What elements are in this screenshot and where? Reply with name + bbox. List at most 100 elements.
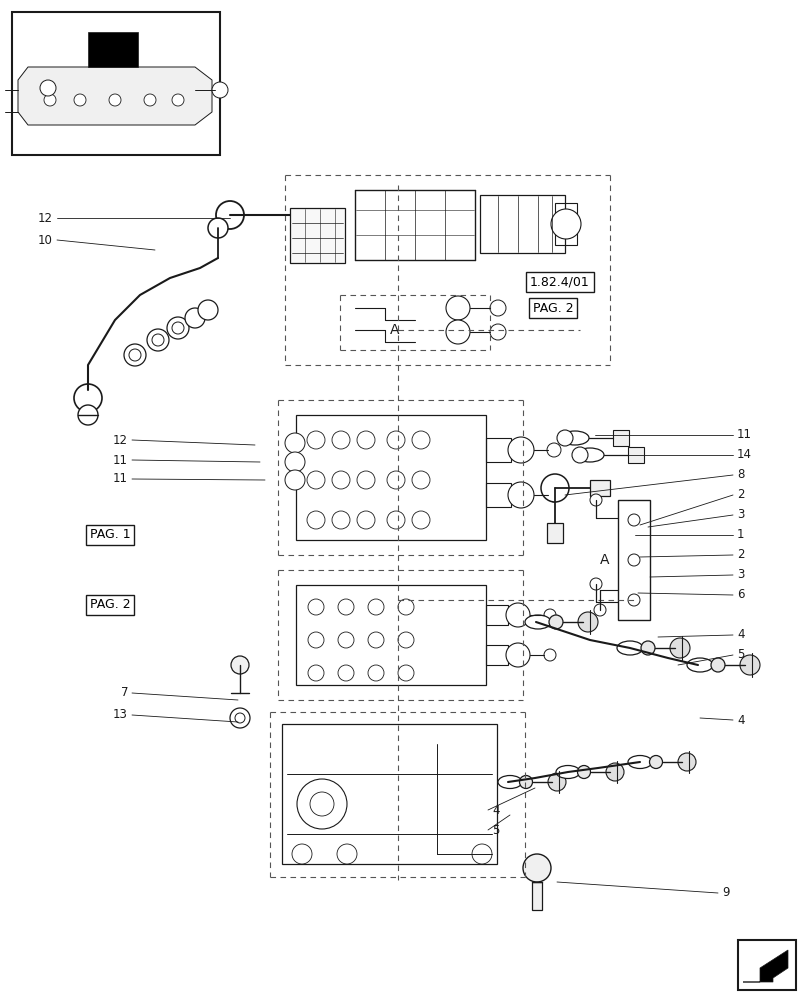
Circle shape <box>398 599 414 615</box>
Circle shape <box>387 431 405 449</box>
Circle shape <box>368 599 384 615</box>
Bar <box>282 724 497 864</box>
Circle shape <box>398 632 414 648</box>
Circle shape <box>544 649 556 661</box>
Circle shape <box>594 604 606 616</box>
Circle shape <box>332 471 350 489</box>
Circle shape <box>308 632 324 648</box>
Text: 4: 4 <box>737 629 744 642</box>
Text: PAG. 2: PAG. 2 <box>90 598 130 611</box>
Circle shape <box>572 447 588 463</box>
Circle shape <box>235 713 245 723</box>
Circle shape <box>74 94 86 106</box>
Circle shape <box>357 471 375 489</box>
Text: PAG. 1: PAG. 1 <box>90 528 130 542</box>
Circle shape <box>387 471 405 489</box>
Circle shape <box>490 324 506 340</box>
Circle shape <box>557 430 573 446</box>
Circle shape <box>490 300 506 316</box>
Text: 5: 5 <box>492 824 499 836</box>
Polygon shape <box>18 67 212 125</box>
Circle shape <box>357 431 375 449</box>
Circle shape <box>216 201 244 229</box>
Bar <box>547 523 563 543</box>
Text: 13: 13 <box>113 708 128 722</box>
Text: 12: 12 <box>113 434 128 446</box>
Circle shape <box>412 431 430 449</box>
Bar <box>12 12 220 155</box>
Text: 2: 2 <box>737 488 744 502</box>
Circle shape <box>167 317 189 339</box>
Ellipse shape <box>711 658 725 672</box>
Text: 3: 3 <box>737 568 744 582</box>
Text: A: A <box>600 553 609 567</box>
Circle shape <box>541 474 569 502</box>
Text: 4: 4 <box>737 714 744 726</box>
Circle shape <box>212 82 228 98</box>
Text: A: A <box>390 323 399 337</box>
Circle shape <box>147 329 169 351</box>
Circle shape <box>208 218 228 238</box>
Ellipse shape <box>549 615 563 629</box>
Ellipse shape <box>578 766 591 778</box>
Bar <box>590 480 610 496</box>
Circle shape <box>198 300 218 320</box>
Ellipse shape <box>617 641 643 655</box>
Bar <box>486 483 511 507</box>
Bar <box>486 645 508 665</box>
Circle shape <box>332 511 350 529</box>
Polygon shape <box>290 208 345 263</box>
Circle shape <box>307 431 325 449</box>
Bar <box>296 415 486 540</box>
Circle shape <box>551 209 581 239</box>
Circle shape <box>172 94 184 106</box>
Polygon shape <box>628 447 644 463</box>
Circle shape <box>628 514 640 526</box>
Text: 12: 12 <box>38 212 53 225</box>
Text: 6: 6 <box>737 588 744 601</box>
Circle shape <box>338 632 354 648</box>
Text: 11: 11 <box>113 473 128 486</box>
Ellipse shape <box>561 431 589 445</box>
Text: 10: 10 <box>38 233 53 246</box>
Circle shape <box>230 708 250 728</box>
Circle shape <box>308 599 324 615</box>
Circle shape <box>285 470 305 490</box>
Circle shape <box>285 433 305 453</box>
Bar <box>486 605 508 625</box>
Circle shape <box>78 405 98 425</box>
Ellipse shape <box>556 766 580 778</box>
Text: PAG. 2: PAG. 2 <box>532 302 574 314</box>
Circle shape <box>310 792 334 816</box>
Circle shape <box>740 655 760 675</box>
Ellipse shape <box>641 641 655 655</box>
Circle shape <box>606 763 624 781</box>
Circle shape <box>412 471 430 489</box>
Circle shape <box>628 554 640 566</box>
Polygon shape <box>613 430 629 446</box>
Circle shape <box>74 384 102 412</box>
Text: 14: 14 <box>737 448 752 462</box>
Text: 1.82.4/01: 1.82.4/01 <box>530 275 590 288</box>
Circle shape <box>338 599 354 615</box>
Ellipse shape <box>650 756 663 768</box>
Circle shape <box>172 322 184 334</box>
Bar <box>532 882 542 910</box>
Circle shape <box>109 94 121 106</box>
Bar <box>486 438 511 462</box>
Circle shape <box>590 578 602 590</box>
Circle shape <box>307 471 325 489</box>
Circle shape <box>398 665 414 681</box>
Circle shape <box>578 612 598 632</box>
Ellipse shape <box>525 615 551 629</box>
Ellipse shape <box>687 658 713 672</box>
Circle shape <box>446 296 470 320</box>
Bar <box>296 585 486 685</box>
Bar <box>555 203 577 245</box>
Text: 11: 11 <box>737 428 752 442</box>
Ellipse shape <box>576 448 604 462</box>
Circle shape <box>308 665 324 681</box>
Circle shape <box>506 643 530 667</box>
Circle shape <box>544 609 556 621</box>
Ellipse shape <box>520 776 532 788</box>
